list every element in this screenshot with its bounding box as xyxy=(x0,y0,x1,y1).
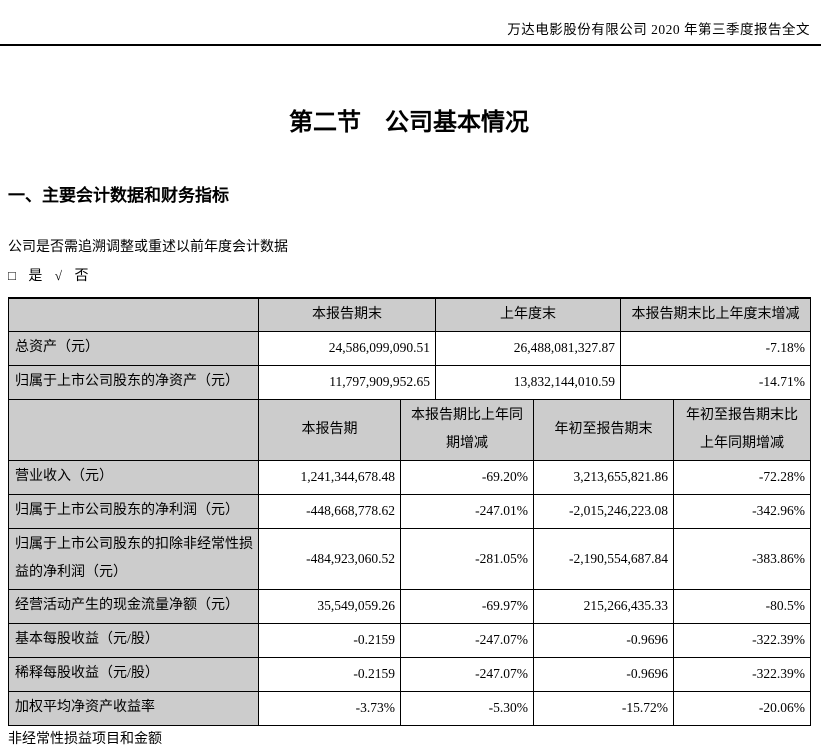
table-row-weighted-avg-roe: 加权平均净资产收益率 -3.73% -5.30% -15.72% -20.06% xyxy=(8,690,811,726)
table-row-net-profit-excl-nonrecurring: 归属于上市公司股东的扣除非经常性损益的净利润（元） -484,923,060.5… xyxy=(8,527,811,590)
row-label-cell: 稀释每股收益（元/股） xyxy=(8,656,259,692)
value-cell: -247.07% xyxy=(400,622,534,658)
table-row-operating-revenue: 营业收入（元） 1,241,344,678.48 -69.20% 3,213,6… xyxy=(8,459,811,495)
value-cell: -20.06% xyxy=(673,690,811,726)
row-label-cell: 经营活动产生的现金流量净额（元） xyxy=(8,588,259,624)
row-label-cell: 归属于上市公司股东的净资产（元） xyxy=(8,364,259,400)
value-cell: -7.18% xyxy=(620,330,811,366)
table-row-net-profit: 归属于上市公司股东的净利润（元） -448,668,778.62 -247.01… xyxy=(8,493,811,529)
value-cell: -2,190,554,687.84 xyxy=(533,527,674,590)
value-cell: 26,488,081,327.87 xyxy=(435,330,621,366)
value-cell: 215,266,435.33 xyxy=(533,588,674,624)
check-icon: √ xyxy=(54,268,62,284)
row-label-cell: 基本每股收益（元/股） xyxy=(8,622,259,658)
value-cell: 13,832,144,010.59 xyxy=(435,364,621,400)
empty-header-cell xyxy=(8,297,259,332)
value-cell: -69.20% xyxy=(400,459,534,495)
value-cell: 35,549,059.26 xyxy=(258,588,401,624)
period-end-header-row: 本报告期末 上年度末 本报告期末比上年度末增减 xyxy=(8,297,811,332)
value-cell: -448,668,778.62 xyxy=(258,493,401,529)
checkbox-unchecked-icon: □ xyxy=(8,268,16,284)
value-cell: -322.39% xyxy=(673,622,811,658)
value-cell: -0.9696 xyxy=(533,656,674,692)
value-cell: -322.39% xyxy=(673,656,811,692)
value-cell: -247.07% xyxy=(400,656,534,692)
no-label: 否 xyxy=(74,269,89,285)
column-header-year-to-date: 年初至报告期末 xyxy=(533,398,674,461)
table-row-operating-cash-flow: 经营活动产生的现金流量净额（元） 35,549,059.26 -69.97% 2… xyxy=(8,588,811,624)
value-cell: 11,797,909,952.65 xyxy=(258,364,436,400)
restatement-choice: □ 是 √ 否 xyxy=(8,268,810,286)
value-cell: -0.2159 xyxy=(258,656,401,692)
value-cell: -0.9696 xyxy=(533,622,674,658)
table-row-net-assets: 归属于上市公司股东的净资产（元） 11,797,909,952.65 13,83… xyxy=(8,364,811,400)
column-header-change-vs-prior-year-end: 本报告期末比上年度末增减 xyxy=(620,297,811,332)
value-cell: 1,241,344,678.48 xyxy=(258,459,401,495)
row-label-cell: 归属于上市公司股东的扣除非经常性损益的净利润（元） xyxy=(8,527,259,590)
column-header-prior-year-end: 上年度末 xyxy=(435,297,621,332)
column-header-current-period: 本报告期 xyxy=(258,398,401,461)
chapter-title: 第二节 公司基本情况 xyxy=(289,110,529,136)
row-label-cell: 营业收入（元） xyxy=(8,459,259,495)
value-cell: -72.28% xyxy=(673,459,811,495)
value-cell: -0.2159 xyxy=(258,622,401,658)
value-cell: -247.01% xyxy=(400,493,534,529)
value-cell: -5.30% xyxy=(400,690,534,726)
value-cell: 24,586,099,090.51 xyxy=(258,330,436,366)
value-cell: -15.72% xyxy=(533,690,674,726)
column-header-change-vs-prior-period: 本报告期比上年同期增减 xyxy=(400,398,534,461)
table-row-basic-eps: 基本每股收益（元/股） -0.2159 -247.07% -0.9696 -32… xyxy=(8,622,811,658)
next-section-label: 非经常性损益项目和金额 xyxy=(8,731,162,747)
value-cell: 3,213,655,821.86 xyxy=(533,459,674,495)
row-label-cell: 归属于上市公司股东的净利润（元） xyxy=(8,493,259,529)
period-end-table: 本报告期末 上年度末 本报告期末比上年度末增减 总资产（元） 24,586,09… xyxy=(8,296,811,400)
restatement-note: 公司是否需追溯调整或重述以前年度会计数据 xyxy=(8,240,288,256)
row-label-cell: 总资产（元） xyxy=(8,330,259,366)
value-cell: -3.73% xyxy=(258,690,401,726)
value-cell: -484,923,060.52 xyxy=(258,527,401,590)
section-heading: 一、主要会计数据和财务指标 xyxy=(8,186,229,206)
yes-label: 是 xyxy=(28,269,43,285)
period-header-row: 本报告期 本报告期比上年同期增减 年初至报告期末 年初至报告期末比上年同期增减 xyxy=(8,398,811,461)
column-header-ytd-change: 年初至报告期末比上年同期增减 xyxy=(673,398,811,461)
period-table: 本报告期 本报告期比上年同期增减 年初至报告期末 年初至报告期末比上年同期增减 … xyxy=(8,398,811,726)
page-header-title: 万达电影股份有限公司 2020 年第三季度报告全文 xyxy=(507,22,810,37)
value-cell: -14.71% xyxy=(620,364,811,400)
value-cell: -2,015,246,223.08 xyxy=(533,493,674,529)
row-label-cell: 加权平均净资产收益率 xyxy=(8,690,259,726)
value-cell: -80.5% xyxy=(673,588,811,624)
page-header: 万达电影股份有限公司 2020 年第三季度报告全文 xyxy=(8,0,810,38)
table-row-diluted-eps: 稀释每股收益（元/股） -0.2159 -247.07% -0.9696 -32… xyxy=(8,656,811,692)
value-cell: -342.96% xyxy=(673,493,811,529)
empty-header-cell xyxy=(8,398,259,461)
value-cell: -69.97% xyxy=(400,588,534,624)
header-divider xyxy=(0,44,821,46)
value-cell: -383.86% xyxy=(673,527,811,590)
table-row-total-assets: 总资产（元） 24,586,099,090.51 26,488,081,327.… xyxy=(8,330,811,366)
value-cell: -281.05% xyxy=(400,527,534,590)
column-header-current-period-end: 本报告期末 xyxy=(258,297,436,332)
